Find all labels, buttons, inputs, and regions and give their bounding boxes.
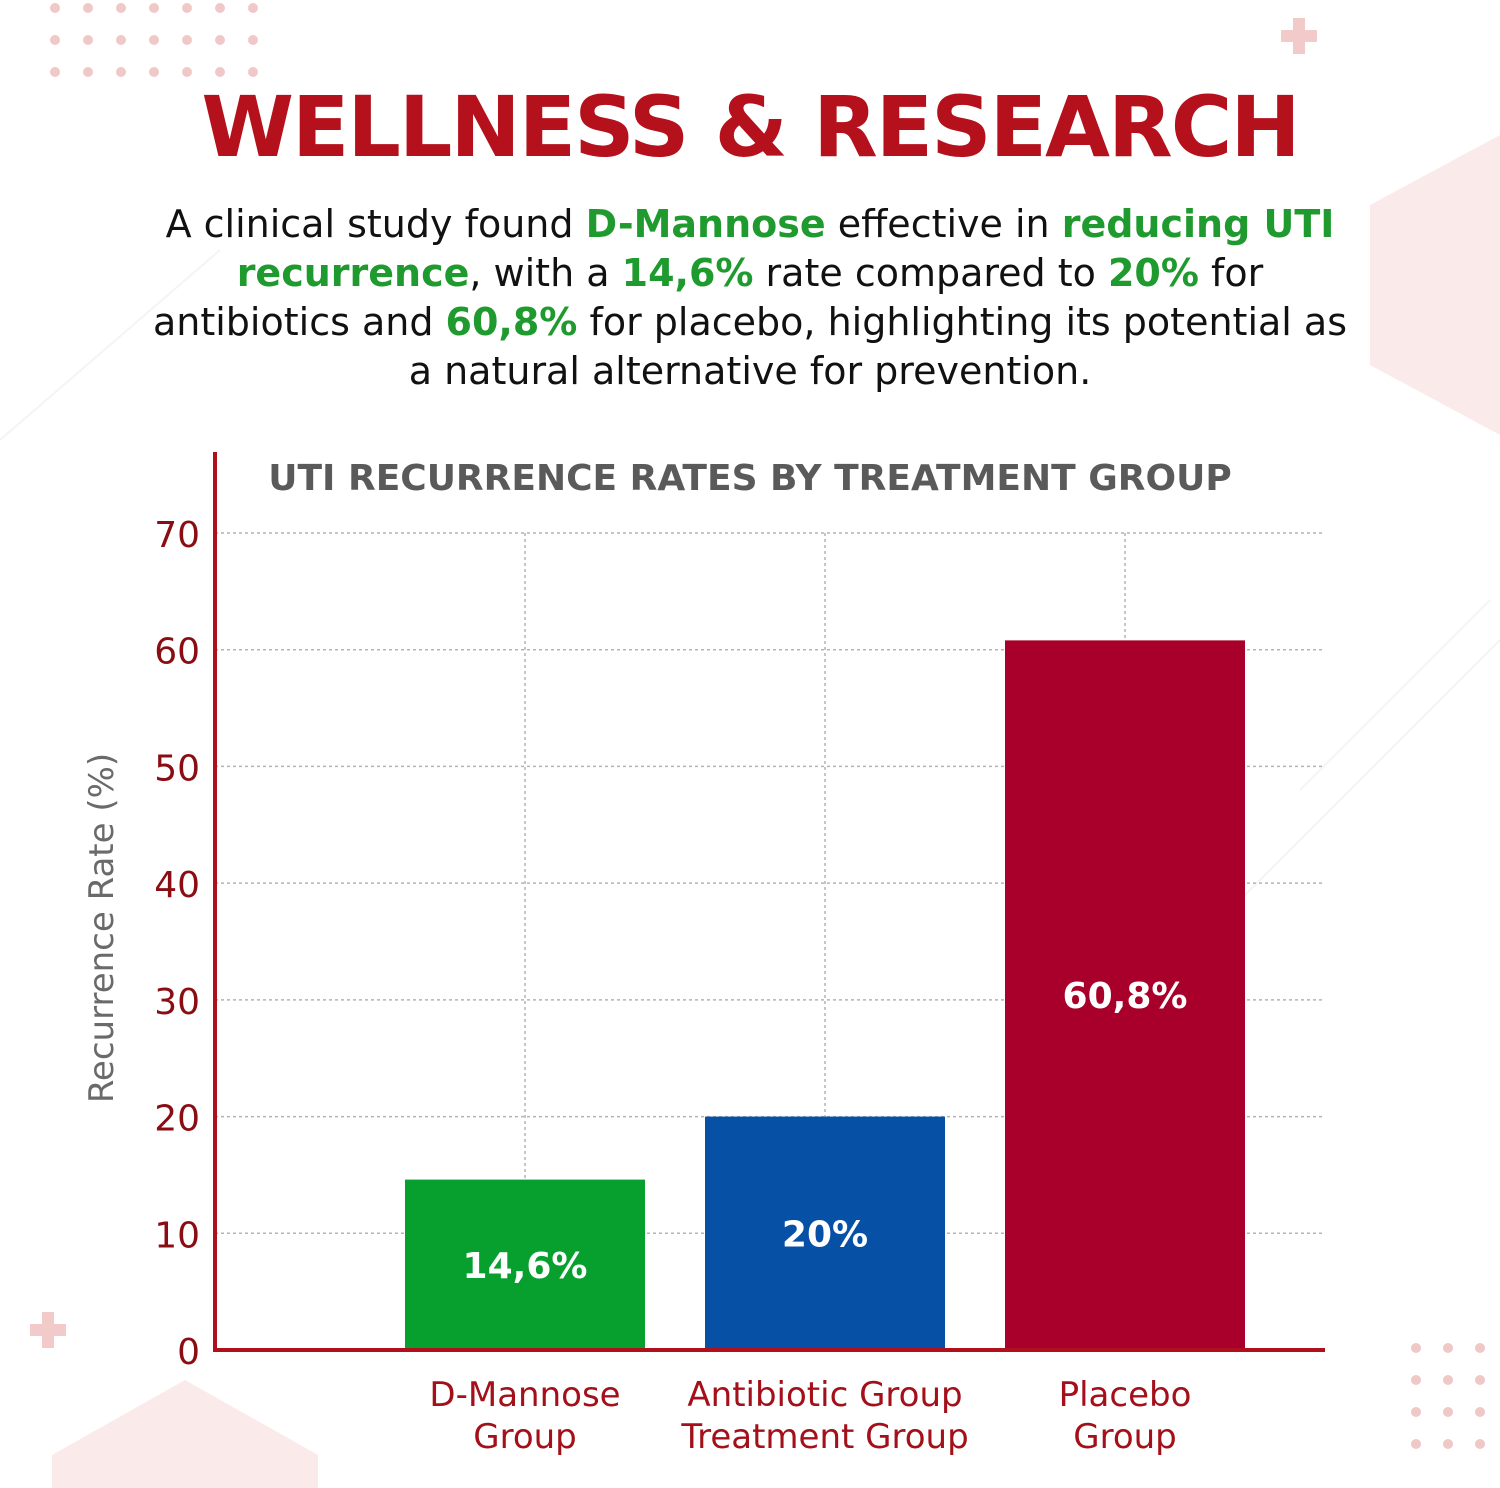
y-tick-label: 10	[154, 1215, 200, 1256]
intro-highlight: 20%	[1107, 251, 1199, 295]
decor-dot	[182, 3, 192, 13]
category-label: Group	[1073, 1417, 1177, 1457]
decor-dot	[1443, 1343, 1453, 1353]
decor-dot	[50, 67, 60, 77]
decor-dot	[116, 3, 126, 13]
decor-dot	[1443, 1439, 1453, 1449]
decor-hexagon	[1370, 135, 1500, 435]
intro-text: A clinical study found	[165, 202, 586, 246]
decor-dot	[182, 67, 192, 77]
y-tick-label: 70	[154, 515, 200, 556]
intro-text: rate compared to	[753, 251, 1108, 295]
data-label: 60,8%	[1063, 976, 1188, 1017]
intro-highlight: reducing UTI recurrence	[236, 202, 1335, 295]
decor-dot	[248, 67, 258, 77]
category-label: Placebo	[1059, 1375, 1192, 1415]
category-label: D-Mannose	[429, 1375, 620, 1415]
bar	[405, 1179, 645, 1350]
decor-dot	[116, 67, 126, 77]
decor-line	[1299, 599, 1491, 791]
intro-paragraph: A clinical study found D-Mannose effecti…	[150, 200, 1350, 396]
decor-dot	[182, 35, 192, 45]
decor-dot	[1411, 1343, 1421, 1353]
decor-dot	[1411, 1375, 1421, 1385]
bar	[1005, 640, 1245, 1350]
intro-highlight: 14,6%	[621, 251, 754, 295]
intro-text: effective in	[825, 202, 1062, 246]
y-tick-label: 40	[154, 865, 200, 906]
y-tick-label: 50	[154, 748, 200, 789]
page-heading: WELLNESS & RESEARCH	[201, 78, 1300, 176]
decor-hexagon	[52, 1380, 318, 1488]
plus-icon	[30, 1312, 66, 1348]
decor-line	[0, 249, 221, 441]
decor-dot	[248, 35, 258, 45]
chart-title: UTI RECURRENCE RATES BY TREATMENT GROUP	[268, 458, 1231, 499]
decor-dot	[83, 35, 93, 45]
decor-dot	[83, 3, 93, 13]
decor-dot	[215, 35, 225, 45]
category-label: Antibiotic Group	[687, 1375, 962, 1415]
decor-dot	[149, 67, 159, 77]
y-tick-label: 30	[154, 982, 200, 1023]
bar-chart: 14,6%20%60,8%010203040506070D-MannoseGro…	[82, 452, 1325, 1457]
decor-dot	[83, 67, 93, 77]
decor-dot	[1411, 1407, 1421, 1417]
decor-dot	[215, 3, 225, 13]
decor-dot	[248, 3, 258, 13]
category-label: Treatment Group	[680, 1417, 968, 1457]
intro-text: , with a	[469, 251, 622, 295]
y-axis-label: Recurrence Rate (%)	[82, 753, 122, 1103]
decor-dot	[1475, 1407, 1485, 1417]
intro-highlight: 60,8%	[445, 300, 578, 344]
decor-dot	[215, 67, 225, 77]
decor-dot	[1411, 1439, 1421, 1449]
y-tick-label: 0	[177, 1332, 200, 1373]
decor-dot	[149, 3, 159, 13]
decor-dot	[1443, 1375, 1453, 1385]
y-tick-label: 20	[154, 1099, 200, 1140]
decor-dot	[1443, 1407, 1453, 1417]
plus-icon	[1281, 18, 1317, 54]
decor-dot	[1475, 1343, 1485, 1353]
data-label: 20%	[782, 1214, 868, 1255]
data-label: 14,6%	[463, 1246, 588, 1287]
decor-dot	[1475, 1375, 1485, 1385]
decor-dot	[50, 3, 60, 13]
decor-line	[1239, 639, 1500, 901]
intro-highlight: D-Mannose	[585, 202, 826, 246]
decor-dot	[149, 35, 159, 45]
intro-text: for antibiotics and	[152, 251, 1264, 344]
intro-text: for placebo, highlighting its potential …	[408, 300, 1348, 393]
decor-dot	[50, 35, 60, 45]
decor-dot	[116, 35, 126, 45]
category-label: Group	[473, 1417, 577, 1457]
decor-dot	[1475, 1439, 1485, 1449]
bar	[705, 1116, 945, 1350]
y-tick-label: 60	[154, 632, 200, 673]
